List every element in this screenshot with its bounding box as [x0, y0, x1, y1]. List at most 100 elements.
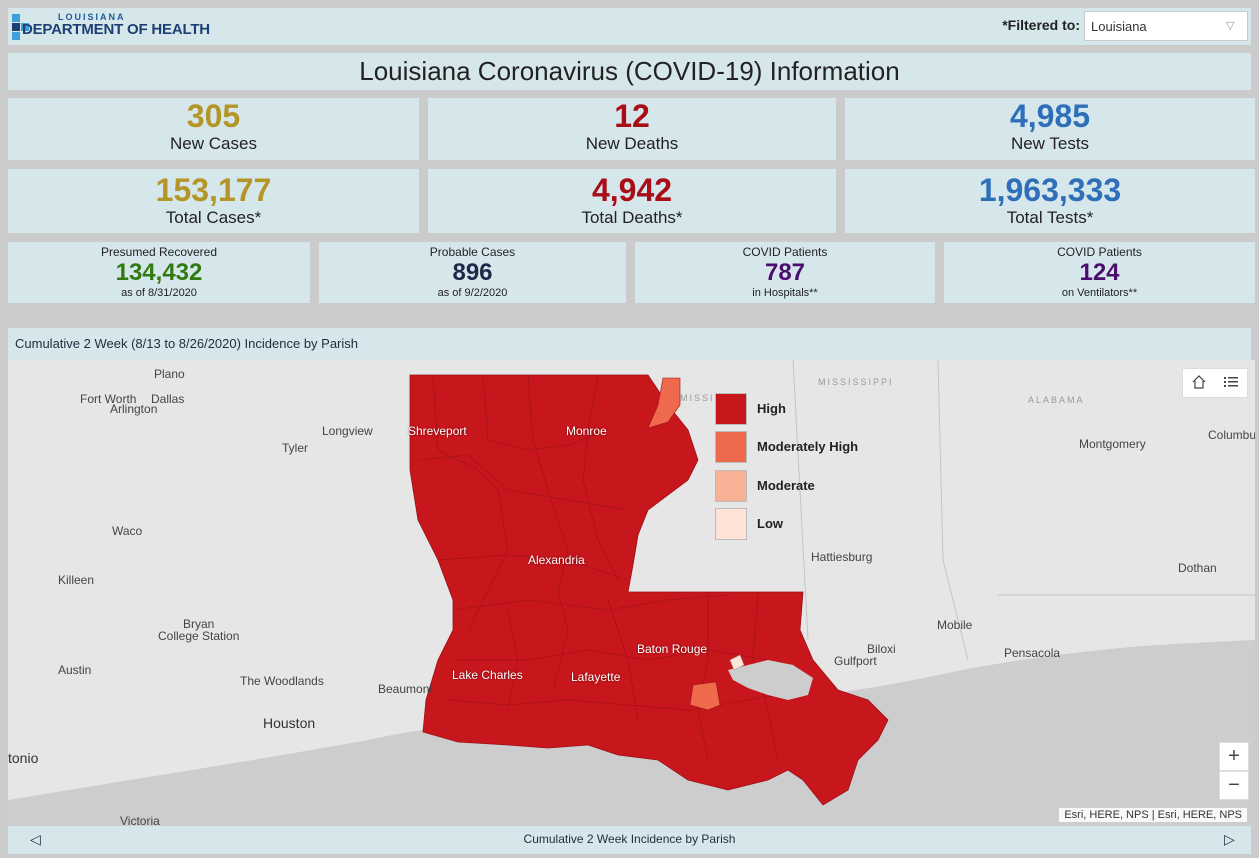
city-label: Dothan: [1178, 561, 1217, 575]
city-label: College Station: [158, 629, 240, 643]
page-title: Louisiana Coronavirus (COVID-19) Informa…: [8, 53, 1251, 90]
city-label: Alexandria: [528, 553, 585, 567]
stat-title: COVID Patients: [1057, 245, 1142, 259]
stat-label: New Deaths: [585, 134, 679, 153]
stat-probable-cases: Probable Cases 896 as of 9/2/2020: [319, 242, 626, 303]
stat-hospital-patients: COVID Patients 787 in Hospitals**: [635, 242, 935, 303]
stat-value: 153,177: [155, 172, 272, 208]
legend-swatch-moderately-high: [715, 431, 747, 463]
stat-subtitle: as of 9/2/2020: [437, 287, 508, 299]
city-label: Victoria: [120, 814, 160, 826]
filter-label: *Filtered to:: [1002, 17, 1080, 33]
stat-ventilator-patients: COVID Patients 124 on Ventilators**: [944, 242, 1255, 303]
stat-value: 4,942: [591, 172, 673, 208]
city-label: Tyler: [282, 441, 309, 455]
stat-subtitle: in Hospitals**: [752, 287, 818, 299]
city-label: Dallas: [151, 392, 185, 406]
city-label: The Woodlands: [240, 674, 324, 688]
map-title: Cumulative 2 Week (8/13 to 8/26/2020) In…: [8, 328, 1251, 360]
city-label: Shreveport: [408, 424, 467, 438]
city-label: Longview: [322, 424, 373, 438]
stat-value: 12: [614, 98, 650, 134]
stat-title: COVID Patients: [742, 245, 828, 259]
city-label: Montgomery: [1079, 437, 1146, 451]
state-label: MISSI: [680, 393, 715, 403]
home-icon[interactable]: [1191, 374, 1207, 395]
footer-label: Cumulative 2 Week Incidence by Parish: [523, 832, 736, 846]
zoom-in-button[interactable]: +: [1219, 742, 1249, 771]
legend-list-icon[interactable]: [1223, 374, 1239, 395]
city-label: Lake Charles: [452, 668, 523, 682]
stat-new-cases: 305 New Cases: [8, 98, 419, 160]
legend-label: Low: [757, 516, 783, 531]
stat-presumed-recovered: Presumed Recovered 134,432 as of 8/31/20…: [8, 242, 310, 303]
city-label: Monroe: [566, 424, 607, 438]
stat-subtitle: as of 8/31/2020: [121, 287, 197, 299]
stat-label: Total Tests*: [1006, 208, 1094, 227]
stat-value: 1,963,333: [978, 172, 1122, 208]
legend-label: Moderate: [757, 478, 815, 493]
city-label: Fort Worth: [80, 392, 137, 406]
city-label: Plano: [154, 367, 185, 381]
map-attribution: Esri, HERE, NPS | Esri, HERE, NPS: [1059, 808, 1247, 822]
map-view[interactable]: Plano Fort Worth Dallas Arlington Longvi…: [8, 360, 1255, 826]
stat-value: 787: [764, 259, 806, 286]
city-label: Lafayette: [571, 670, 621, 684]
stat-value: 305: [186, 98, 241, 134]
city-label: Hattiesburg: [811, 550, 873, 564]
louisiana-high-region: [409, 374, 889, 806]
legend-label: Moderately High: [757, 439, 859, 454]
legend-swatch-moderate: [715, 470, 747, 502]
stat-title: Probable Cases: [429, 245, 516, 259]
stat-new-tests: 4,985 New Tests: [845, 98, 1255, 160]
stat-subtitle: on Ventilators**: [1061, 287, 1138, 299]
city-label: Baton Rouge: [637, 642, 708, 656]
stat-total-cases: 153,177 Total Cases*: [8, 169, 419, 233]
city-label: Houston: [263, 715, 316, 731]
footer-bar: ◁ Cumulative 2 Week Incidence by Parish …: [8, 826, 1251, 854]
city-label: Austin: [58, 663, 92, 677]
city-label: Mobile: [937, 618, 973, 632]
ldh-logo-icon: [10, 10, 50, 43]
legend-swatch-low: [715, 508, 747, 540]
stat-value: 4,985: [1009, 98, 1091, 134]
city-label: Waco: [112, 524, 143, 538]
next-arrow-icon[interactable]: ▷: [1224, 831, 1235, 847]
map-canvas: [8, 360, 1255, 826]
legend-swatch-high: [715, 393, 747, 425]
filter-dropdown-value: Louisiana: [1091, 19, 1147, 34]
parish-lines: [417, 374, 809, 761]
prev-arrow-icon[interactable]: ◁: [30, 831, 41, 847]
stat-label: Total Deaths*: [581, 208, 683, 227]
stat-label: New Tests: [1010, 134, 1090, 153]
filter-dropdown[interactable]: Louisiana: [1084, 11, 1248, 41]
logo-title: DEPARTMENT OF HEALTH: [22, 21, 210, 38]
state-border: [937, 360, 969, 661]
city-label: tonio: [8, 750, 39, 766]
legend-label: High: [757, 401, 786, 416]
city-label: Biloxi: [867, 642, 896, 656]
stat-value: 896: [452, 259, 493, 286]
city-label: Arlington: [110, 402, 158, 416]
parish-moderately-high: [689, 681, 721, 711]
stat-label: New Cases: [170, 134, 257, 153]
stat-title: Presumed Recovered: [100, 245, 218, 259]
chevron-down-icon[interactable]: ▽: [1226, 20, 1235, 32]
zoom-out-button[interactable]: −: [1219, 771, 1249, 800]
parish-low: [729, 654, 745, 671]
city-label: Columbu: [1208, 428, 1255, 442]
lake-pontchartrain: [728, 660, 813, 700]
logo-subtitle: LOUISIANA: [58, 12, 126, 22]
stat-total-tests: 1,963,333 Total Tests*: [845, 169, 1255, 233]
city-label: Bryan: [183, 617, 215, 631]
city-label: Beaumont: [378, 682, 433, 696]
city-label: Pensacola: [1004, 646, 1061, 660]
stat-label: Total Cases*: [165, 208, 262, 227]
state-label: ALABAMA: [1028, 395, 1085, 405]
parish-moderately-high: [647, 377, 681, 429]
stat-total-deaths: 4,942 Total Deaths*: [428, 169, 836, 233]
city-label: Gulfport: [834, 654, 877, 668]
city-label: Killeen: [58, 573, 95, 587]
stat-value: 124: [1079, 259, 1120, 286]
state-label: MISSISSIPPI: [818, 377, 894, 387]
